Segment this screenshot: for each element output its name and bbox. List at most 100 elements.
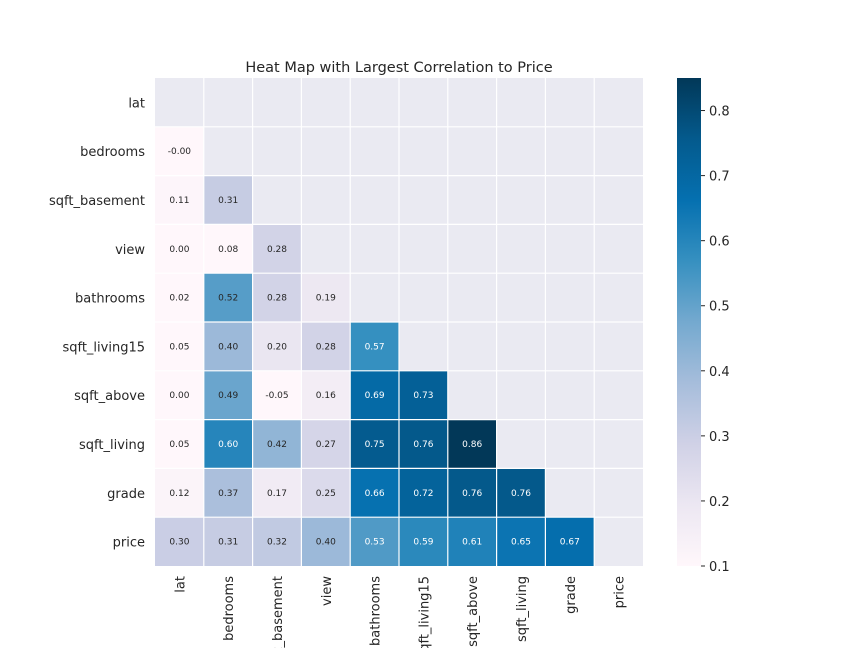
x-tick-label: sqft_living15 xyxy=(417,576,432,648)
cell-value-label: 0.86 xyxy=(462,440,482,450)
y-tick-label: bathrooms xyxy=(75,292,145,307)
heatmap-cell xyxy=(399,468,448,518)
colorbar-tick-label: 0.2 xyxy=(709,495,730,510)
heatmap-cell xyxy=(447,468,497,518)
cell-value-label: 0.11 xyxy=(169,196,189,206)
heatmap-cell xyxy=(203,175,253,225)
heatmap-cell xyxy=(155,419,204,469)
cell-value-label: 0.37 xyxy=(218,489,238,499)
cell-value-label: 0.76 xyxy=(413,440,433,450)
heatmap-cell xyxy=(203,517,253,566)
heatmap-cell xyxy=(203,273,253,322)
heatmap-cell xyxy=(399,517,448,566)
cell-value-label: 0.53 xyxy=(365,538,385,548)
y-tick-label: sqft_living15 xyxy=(62,340,145,355)
cell-value-label: 0.05 xyxy=(169,342,189,352)
colorbar-tick-label: 0.6 xyxy=(709,235,730,250)
cell-value-label: 0.02 xyxy=(169,294,189,304)
heatmap-cell xyxy=(399,419,448,469)
y-tick-label: grade xyxy=(107,487,145,502)
x-tick-label: sqft_above xyxy=(466,576,481,647)
cell-value-label: 0.40 xyxy=(218,342,238,352)
cell-value-label: 0.57 xyxy=(365,342,385,352)
cell-value-label: 0.59 xyxy=(413,538,433,548)
heatmap-cell xyxy=(252,468,302,518)
cell-value-label: 0.40 xyxy=(316,538,336,548)
colorbar-tick-label: 0.4 xyxy=(709,365,730,380)
heatmap-cell xyxy=(203,419,253,469)
heatmap-cell xyxy=(203,370,253,420)
heatmap-cell xyxy=(350,468,399,518)
cell-value-label: 0.72 xyxy=(413,489,433,499)
cell-value-label: 0.42 xyxy=(267,440,287,450)
heatmap-cell xyxy=(203,322,253,371)
cell-value-label: 0.00 xyxy=(169,245,189,255)
heatmap-cell xyxy=(496,517,546,566)
cell-value-label: 0.08 xyxy=(218,245,238,255)
heatmap-cell xyxy=(301,273,351,322)
colorbar xyxy=(677,78,701,566)
heatmap-cell xyxy=(447,517,497,566)
cell-value-label: 0.31 xyxy=(218,196,238,206)
heatmap-cell xyxy=(252,273,302,322)
x-tick-label: sqft_living xyxy=(515,576,530,642)
x-tick-label: bathrooms xyxy=(369,576,384,646)
x-tick-label: lat xyxy=(173,576,188,593)
y-tick-label: view xyxy=(115,243,145,258)
heatmap-cell xyxy=(203,468,253,518)
cell-value-label: 0.49 xyxy=(218,391,238,401)
heatmap-cell xyxy=(155,468,204,518)
cell-value-label: 0.65 xyxy=(511,538,531,548)
y-tick-label: sqft_living xyxy=(79,438,145,453)
heatmap-cell xyxy=(350,419,399,469)
colorbar-tick-labels: 0.1 0.2 0.3 0.4 0.5 0.6 0.7 0.8 xyxy=(701,105,730,575)
cell-value-label: 0.00 xyxy=(169,391,189,401)
cell-value-label: 0.25 xyxy=(316,489,336,499)
y-tick-label: sqft_above xyxy=(74,389,145,404)
x-tick-label: sqft_basement xyxy=(271,576,286,648)
heatmap-cells: -0.00 0.11 0.31 0.00 0.08 0.28 0.02 0.52 0.28 0.1… xyxy=(155,78,643,566)
cell-value-label: 0.30 xyxy=(169,538,189,548)
heatmap-cell xyxy=(203,224,253,274)
x-tick-label: bedrooms xyxy=(222,576,237,641)
heatmap-cell xyxy=(301,322,351,371)
cell-value-label: 0.12 xyxy=(169,489,189,499)
y-tick-label: bedrooms xyxy=(80,145,145,160)
x-tick-label: price xyxy=(613,576,628,608)
y-tick-label: lat xyxy=(128,96,145,111)
cell-value-label: 0.28 xyxy=(267,294,287,304)
cell-value-label: 0.27 xyxy=(316,440,336,450)
heatmap-cell xyxy=(252,419,302,469)
x-tick-label: grade xyxy=(564,576,579,614)
cell-value-label: 0.31 xyxy=(218,538,238,548)
colorbar-tick-label: 0.1 xyxy=(709,560,730,575)
cell-value-label: 0.16 xyxy=(316,391,336,401)
cell-value-label: 0.66 xyxy=(365,489,385,499)
heatmap-cell xyxy=(447,419,497,469)
heatmap-cell xyxy=(496,468,546,518)
heatmap-cell xyxy=(155,126,204,176)
colorbar-tick-label: 0.5 xyxy=(709,300,730,315)
cell-value-label: -0.05 xyxy=(265,391,288,401)
cell-value-label: 0.76 xyxy=(511,489,531,499)
heatmap-cell xyxy=(155,370,204,420)
heatmap-cell xyxy=(155,322,204,371)
heatmap-cell xyxy=(252,517,302,566)
cell-value-label: 0.05 xyxy=(169,440,189,450)
cell-value-label: 0.17 xyxy=(267,489,287,499)
heatmap-cell xyxy=(350,322,399,371)
colorbar-tick-label: 0.8 xyxy=(709,105,730,120)
colorbar-tick-label: 0.3 xyxy=(709,430,730,445)
heatmap-cell xyxy=(252,224,302,274)
heatmap-cell xyxy=(301,419,351,469)
cell-value-label: 0.20 xyxy=(267,342,287,352)
heatmap-cell xyxy=(301,370,351,420)
heatmap-cell xyxy=(301,517,351,566)
heatmap-cell xyxy=(399,370,448,420)
heatmap-cell xyxy=(155,175,204,225)
y-tick-label: sqft_basement xyxy=(49,194,145,209)
cell-value-label: 0.73 xyxy=(413,391,433,401)
cell-value-label: 0.28 xyxy=(267,245,287,255)
